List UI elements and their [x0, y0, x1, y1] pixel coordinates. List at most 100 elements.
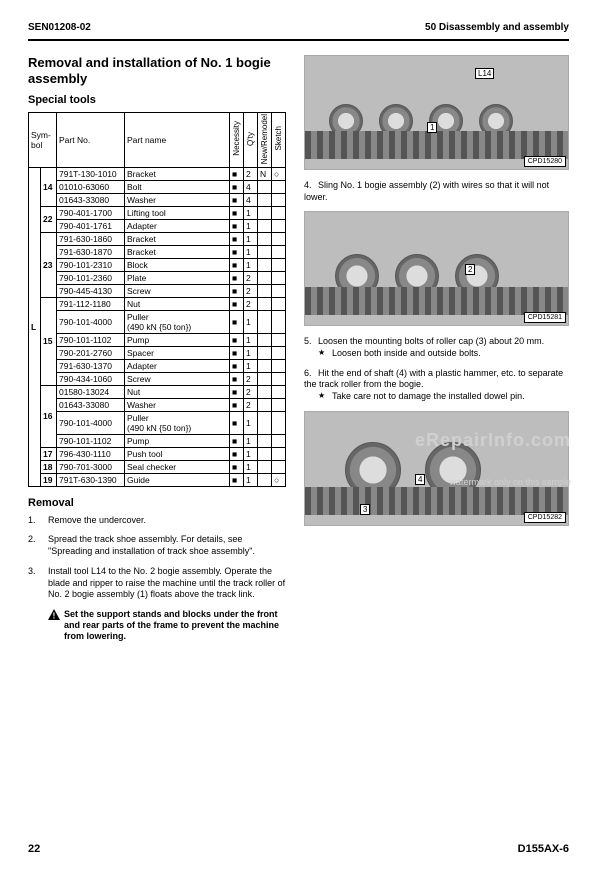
subgroup-cell: 23	[41, 232, 57, 297]
qty-cell: 1	[244, 346, 258, 359]
partname-cell: Pump	[125, 434, 230, 447]
necessity-cell: ■	[230, 434, 244, 447]
step-6: 6.Hit the end of shaft (4) with a plasti…	[304, 368, 569, 403]
partname-cell: Push tool	[125, 447, 230, 460]
newremodel-cell	[258, 232, 272, 245]
partname-cell: Lifting tool	[125, 206, 230, 219]
table-row: 01010-63060Bolt■4	[29, 180, 286, 193]
necessity-cell: ■	[230, 206, 244, 219]
partname-cell: Screw	[125, 284, 230, 297]
qty-cell: 1	[244, 333, 258, 346]
table-row: 790-101-4000Puller (490 kN {50 ton})■1	[29, 411, 286, 434]
page-number: 22	[28, 843, 40, 855]
qty-cell: 4	[244, 180, 258, 193]
special-tools-table: Sym- bol Part No. Part name Necessity Q'…	[28, 112, 286, 487]
partname-cell: Plate	[125, 271, 230, 284]
sketch-cell	[272, 359, 286, 372]
necessity-cell: ■	[230, 385, 244, 398]
partno-cell: 791-112-1180	[57, 297, 125, 310]
photo-3: 3 4 CPD15282	[304, 411, 569, 526]
table-row: 17796-430-1110Push tool■1	[29, 447, 286, 460]
qty-cell: 1	[244, 460, 258, 473]
partname-cell: Spacer	[125, 346, 230, 359]
qty-cell: 2	[244, 385, 258, 398]
newremodel-cell	[258, 372, 272, 385]
sketch-cell	[272, 206, 286, 219]
newremodel-cell	[258, 333, 272, 346]
newremodel-cell	[258, 411, 272, 434]
table-row: 790-401-1761Adapter■1	[29, 219, 286, 232]
col-newremodel: New/Remodel	[260, 114, 269, 164]
partname-cell: Nut	[125, 297, 230, 310]
callout-3: 3	[360, 504, 370, 515]
partno-cell: 790-401-1700	[57, 206, 125, 219]
step-4: 4.Sling No. 1 bogie assembly (2) with wi…	[304, 180, 569, 203]
necessity-cell: ■	[230, 398, 244, 411]
partno-cell: 791-630-1370	[57, 359, 125, 372]
table-row: L14791T-130-1010Bracket■2N○	[29, 167, 286, 180]
table-row: 19791T-630-1390Guide■1○	[29, 473, 286, 486]
necessity-cell: ■	[230, 245, 244, 258]
partno-cell: 790-101-2360	[57, 271, 125, 284]
callout-l14: L14	[475, 68, 494, 79]
partname-cell: Bracket	[125, 167, 230, 180]
newremodel-cell	[258, 359, 272, 372]
sketch-cell	[272, 271, 286, 284]
col-necessity: Necessity	[232, 121, 241, 156]
newremodel-cell	[258, 284, 272, 297]
partname-cell: Puller (490 kN {50 ton})	[125, 411, 230, 434]
partno-cell: 791T-130-1010	[57, 167, 125, 180]
partno-cell: 790-201-2760	[57, 346, 125, 359]
newremodel-cell	[258, 271, 272, 284]
partno-cell: 791-630-1870	[57, 245, 125, 258]
partname-cell: Washer	[125, 193, 230, 206]
qty-cell: 2	[244, 271, 258, 284]
newremodel-cell	[258, 219, 272, 232]
partno-cell: 790-101-4000	[57, 310, 125, 333]
subgroup-cell: 22	[41, 206, 57, 232]
necessity-cell: ■	[230, 271, 244, 284]
partname-cell: Bracket	[125, 245, 230, 258]
partno-cell: 790-101-1102	[57, 434, 125, 447]
qty-cell: 1	[244, 232, 258, 245]
table-row: 790-445-4130Screw■2	[29, 284, 286, 297]
qty-cell: 1	[244, 359, 258, 372]
sketch-cell	[272, 297, 286, 310]
newremodel-cell	[258, 460, 272, 473]
partno-cell: 791-630-1860	[57, 232, 125, 245]
sketch-cell	[272, 411, 286, 434]
table-row: 18790-701-3000Seal checker■1	[29, 460, 286, 473]
subgroup-cell: 17	[41, 447, 57, 460]
newremodel-cell	[258, 310, 272, 333]
newremodel-cell	[258, 434, 272, 447]
sketch-cell	[272, 284, 286, 297]
partno-cell: 790-101-2310	[57, 258, 125, 271]
table-row: 791-630-1870Bracket■1	[29, 245, 286, 258]
partname-cell: Bracket	[125, 232, 230, 245]
partno-cell: 790-101-4000	[57, 411, 125, 434]
doc-number: SEN01208-02	[28, 22, 91, 33]
necessity-cell: ■	[230, 193, 244, 206]
partname-cell: Guide	[125, 473, 230, 486]
qty-cell: 1	[244, 411, 258, 434]
right-column: L14 1 CPD15280 4.Sling No. 1 bogie assem…	[304, 55, 569, 643]
newremodel-cell	[258, 206, 272, 219]
qty-cell: 4	[244, 193, 258, 206]
sketch-cell: ○	[272, 167, 286, 180]
col-sketch: Sketch	[274, 126, 283, 150]
necessity-cell: ■	[230, 297, 244, 310]
col-partno: Part No.	[57, 112, 125, 167]
removal-heading: Removal	[28, 497, 286, 509]
header-rule	[28, 39, 569, 41]
necessity-cell: ■	[230, 258, 244, 271]
subgroup-cell: 15	[41, 297, 57, 385]
tools-heading: Special tools	[28, 94, 286, 106]
table-row: 23791-630-1860Bracket■1	[29, 232, 286, 245]
partno-cell: 791T-630-1390	[57, 473, 125, 486]
subgroup-cell: 14	[41, 167, 57, 206]
table-row: 790-101-2310Block■1	[29, 258, 286, 271]
sketch-cell	[272, 434, 286, 447]
col-partname: Part name	[125, 112, 230, 167]
table-row: 01643-33080Washer■2	[29, 398, 286, 411]
table-row: 790-101-1102Pump■1	[29, 434, 286, 447]
